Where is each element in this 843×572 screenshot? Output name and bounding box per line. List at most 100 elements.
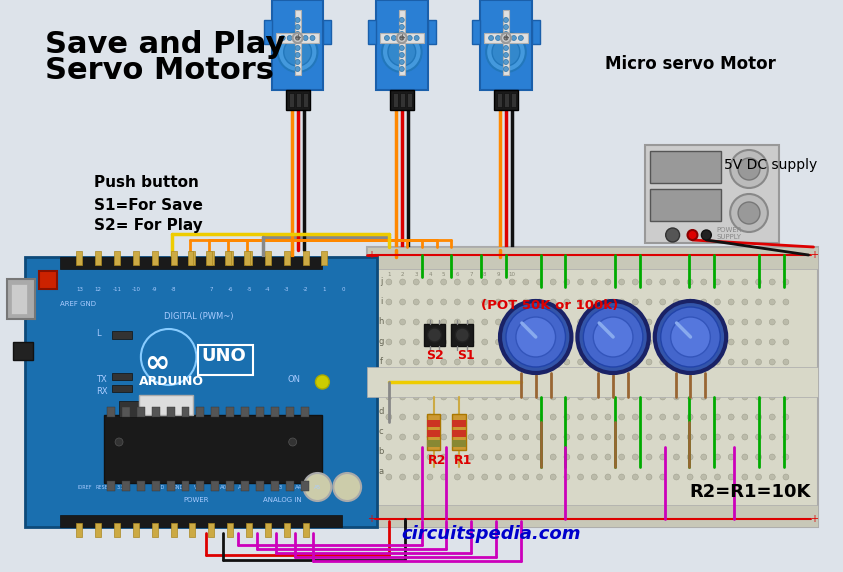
Circle shape: [509, 474, 515, 480]
Text: Vin: Vin: [194, 485, 201, 490]
Bar: [11, 284, 27, 314]
Circle shape: [310, 35, 315, 41]
Bar: [424, 324, 445, 346]
Text: RX: RX: [96, 387, 108, 396]
Bar: [133, 523, 139, 537]
Bar: [481, 0, 532, 90]
Circle shape: [503, 18, 508, 22]
Bar: [77, 251, 83, 265]
Circle shape: [413, 434, 419, 440]
Text: 2: 2: [400, 272, 405, 277]
Bar: [153, 405, 172, 417]
Bar: [407, 93, 411, 107]
Circle shape: [509, 299, 515, 305]
Circle shape: [632, 279, 638, 285]
Circle shape: [619, 279, 625, 285]
Circle shape: [295, 66, 300, 72]
Circle shape: [660, 434, 666, 440]
Bar: [321, 251, 327, 265]
Text: +: +: [502, 34, 509, 42]
Circle shape: [400, 359, 405, 365]
Circle shape: [619, 434, 625, 440]
Bar: [227, 251, 234, 265]
Circle shape: [295, 53, 300, 58]
Text: POWER
SUPPLY: POWER SUPPLY: [717, 227, 742, 240]
Text: +: +: [810, 250, 819, 260]
Circle shape: [386, 434, 392, 440]
Bar: [170, 251, 176, 265]
Circle shape: [427, 359, 433, 365]
Circle shape: [486, 32, 526, 72]
Bar: [60, 515, 342, 527]
Text: A5: A5: [314, 485, 321, 490]
Circle shape: [413, 414, 419, 420]
Circle shape: [728, 454, 734, 460]
Circle shape: [646, 434, 652, 440]
Circle shape: [770, 299, 776, 305]
Circle shape: [481, 454, 488, 460]
Circle shape: [619, 339, 625, 345]
Circle shape: [468, 319, 474, 325]
Circle shape: [427, 474, 433, 480]
Circle shape: [509, 414, 515, 420]
Circle shape: [388, 38, 416, 66]
Circle shape: [295, 25, 300, 30]
Circle shape: [728, 434, 734, 440]
Circle shape: [512, 35, 517, 41]
Circle shape: [674, 394, 679, 400]
Bar: [181, 481, 190, 491]
Circle shape: [783, 394, 789, 400]
Circle shape: [427, 319, 433, 325]
Circle shape: [503, 31, 508, 37]
Circle shape: [441, 394, 447, 400]
Circle shape: [496, 279, 502, 285]
Circle shape: [655, 301, 726, 373]
Circle shape: [770, 434, 776, 440]
Circle shape: [523, 299, 529, 305]
Circle shape: [481, 414, 488, 420]
Bar: [503, 10, 509, 75]
Circle shape: [605, 319, 611, 325]
Circle shape: [468, 359, 474, 365]
Circle shape: [386, 454, 392, 460]
Circle shape: [674, 319, 679, 325]
Circle shape: [770, 474, 776, 480]
Circle shape: [400, 18, 405, 22]
Circle shape: [455, 328, 470, 342]
Bar: [301, 481, 309, 491]
Circle shape: [295, 18, 300, 22]
Bar: [198, 345, 253, 375]
Text: 3.3V: 3.3V: [116, 485, 127, 490]
Circle shape: [536, 394, 542, 400]
Circle shape: [742, 339, 748, 345]
Circle shape: [632, 319, 638, 325]
Bar: [187, 251, 193, 265]
Bar: [190, 523, 196, 537]
Text: L: L: [96, 329, 101, 338]
Circle shape: [755, 319, 761, 325]
Circle shape: [646, 299, 652, 305]
Circle shape: [454, 339, 460, 345]
Circle shape: [523, 474, 529, 480]
Circle shape: [755, 414, 761, 420]
Bar: [376, 0, 427, 90]
Circle shape: [577, 299, 583, 305]
Circle shape: [523, 394, 529, 400]
Circle shape: [413, 394, 419, 400]
Circle shape: [605, 414, 611, 420]
Bar: [212, 407, 219, 417]
Circle shape: [591, 474, 597, 480]
Circle shape: [770, 359, 776, 365]
Bar: [105, 415, 322, 483]
Circle shape: [454, 359, 460, 365]
Circle shape: [715, 339, 721, 345]
Circle shape: [660, 339, 666, 345]
Circle shape: [427, 454, 433, 460]
Circle shape: [564, 454, 570, 460]
Circle shape: [414, 35, 419, 41]
Circle shape: [509, 339, 515, 345]
Bar: [427, 430, 441, 437]
Circle shape: [536, 339, 542, 345]
Circle shape: [632, 299, 638, 305]
Bar: [367, 505, 819, 527]
